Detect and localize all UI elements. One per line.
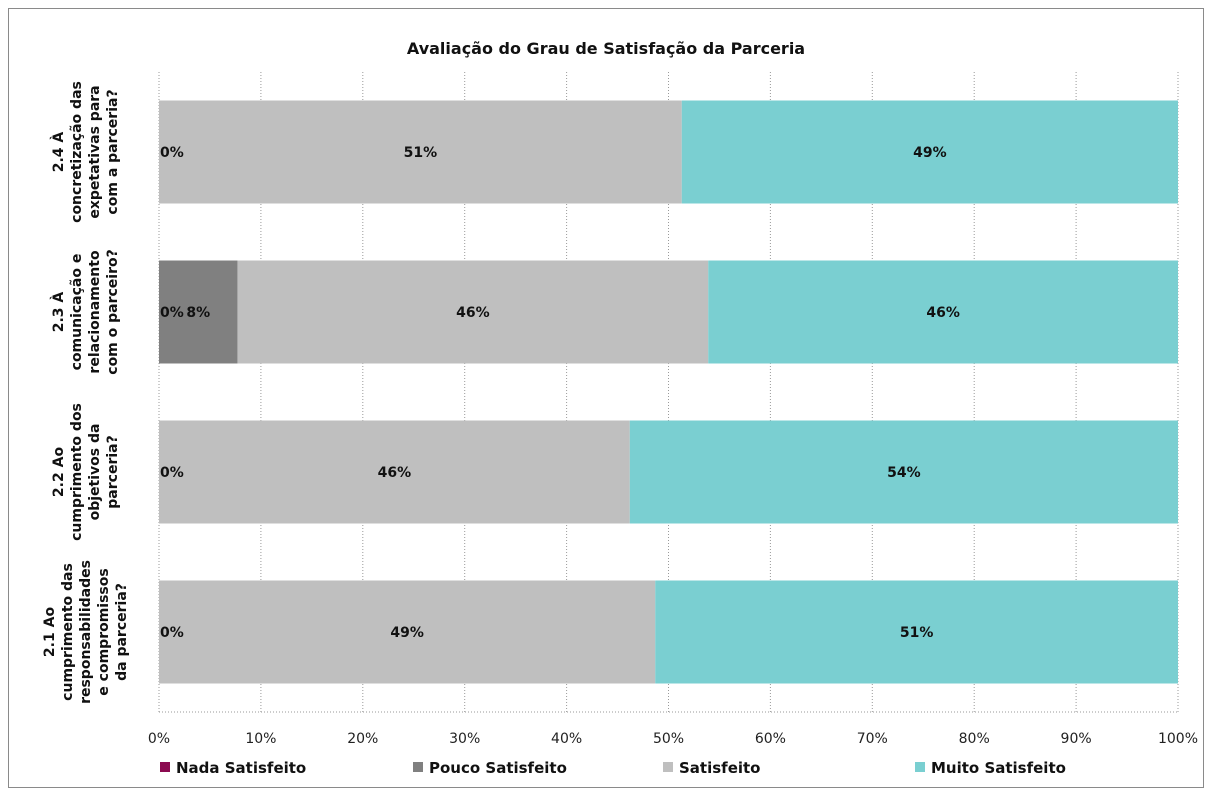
bar-segment <box>681 100 1178 204</box>
data-label: 0% <box>160 305 184 321</box>
x-tick-label: 80% <box>959 731 990 747</box>
data-label: 8% <box>186 305 210 321</box>
data-label: 0% <box>160 465 184 481</box>
x-tick-label: 50% <box>653 731 684 747</box>
bar-segment <box>237 260 709 364</box>
legend-label: Satisfeito <box>679 759 760 777</box>
legend-label: Muito Satisfeito <box>931 759 1066 777</box>
x-tick-label: 70% <box>857 731 888 747</box>
category-label-line: relacionamento <box>87 250 103 374</box>
legend-swatch <box>160 762 170 772</box>
category-label-line: 2.4 À <box>50 132 67 173</box>
category-label-line: parceria? <box>105 435 121 508</box>
data-label: 46% <box>456 305 490 321</box>
x-tick-label: 60% <box>755 731 786 747</box>
legend-label: Pouco Satisfeito <box>429 759 567 777</box>
category-label-line: da parceria? <box>114 583 130 681</box>
legend-swatch <box>915 762 925 772</box>
bar-segment <box>159 100 682 204</box>
category-label-line: concretização das <box>69 81 85 223</box>
data-label: 0% <box>160 145 184 161</box>
data-label: 46% <box>378 465 412 481</box>
legend-swatch <box>413 762 423 772</box>
category-label-line: cumprimento das <box>60 563 76 701</box>
x-tick-label: 0% <box>148 731 170 747</box>
legend: Nada Satisfeito Pouco Satisfeito Satisfeit… <box>160 759 1066 777</box>
category-label-line: expetativas para <box>87 85 103 218</box>
category-label-line: e compromissos <box>96 568 112 695</box>
chart-title: Avaliação do Grau de Satisfação da Parce… <box>406 39 806 58</box>
category-label-line: responsabilidades <box>78 560 94 704</box>
category-label-line: objetivos da <box>87 424 103 521</box>
category-label-line: 2.3 À <box>50 292 67 333</box>
category-label: 2.1 Ao cumprimento das responsabilidades e … <box>42 560 130 704</box>
category-label-line: cumprimento dos <box>69 403 85 541</box>
x-tick-label: 10% <box>245 731 276 747</box>
data-label: 51% <box>900 625 934 641</box>
category-label: 2.2 Ao cumprimento dos objetivos da parceri… <box>51 403 121 541</box>
data-label: 49% <box>913 145 947 161</box>
data-label: 54% <box>887 465 921 481</box>
bars-layer <box>159 100 1178 684</box>
bar-segment <box>159 580 656 684</box>
axis-layer: 0% 10% 20% 30% 40% 50% 60% 70% 80% 90% 100%2.1 Ao c… <box>42 81 1198 747</box>
x-tick-label: 90% <box>1061 731 1092 747</box>
category-label-line: 2.1 Ao <box>42 607 58 658</box>
category-label-line: com o parceiro? <box>105 249 121 374</box>
x-tick-label: 30% <box>449 731 480 747</box>
bar-segment <box>159 260 238 364</box>
x-tick-label: 100% <box>1158 731 1198 747</box>
data-label: 51% <box>404 145 438 161</box>
bar-segment <box>655 580 1178 684</box>
category-label-line: com a parceria? <box>105 89 121 214</box>
legend-swatch <box>663 762 673 772</box>
bar-segment <box>629 420 1178 524</box>
data-label: 49% <box>390 625 424 641</box>
data-label: 46% <box>926 305 960 321</box>
category-label-line: 2.2 Ao <box>51 447 67 498</box>
data-label: 0% <box>160 625 184 641</box>
bar-segment <box>159 420 630 524</box>
category-label-line: comunicação e <box>69 254 85 371</box>
x-tick-label: 40% <box>551 731 582 747</box>
bar-segment <box>708 260 1178 364</box>
legend-label: Nada Satisfeito <box>176 759 306 777</box>
labels-layer: 0% 49% 51%0% 46% 54%0% 8% 46% 46%0% 51% 49% <box>160 145 960 641</box>
x-tick-label: 20% <box>347 731 378 747</box>
